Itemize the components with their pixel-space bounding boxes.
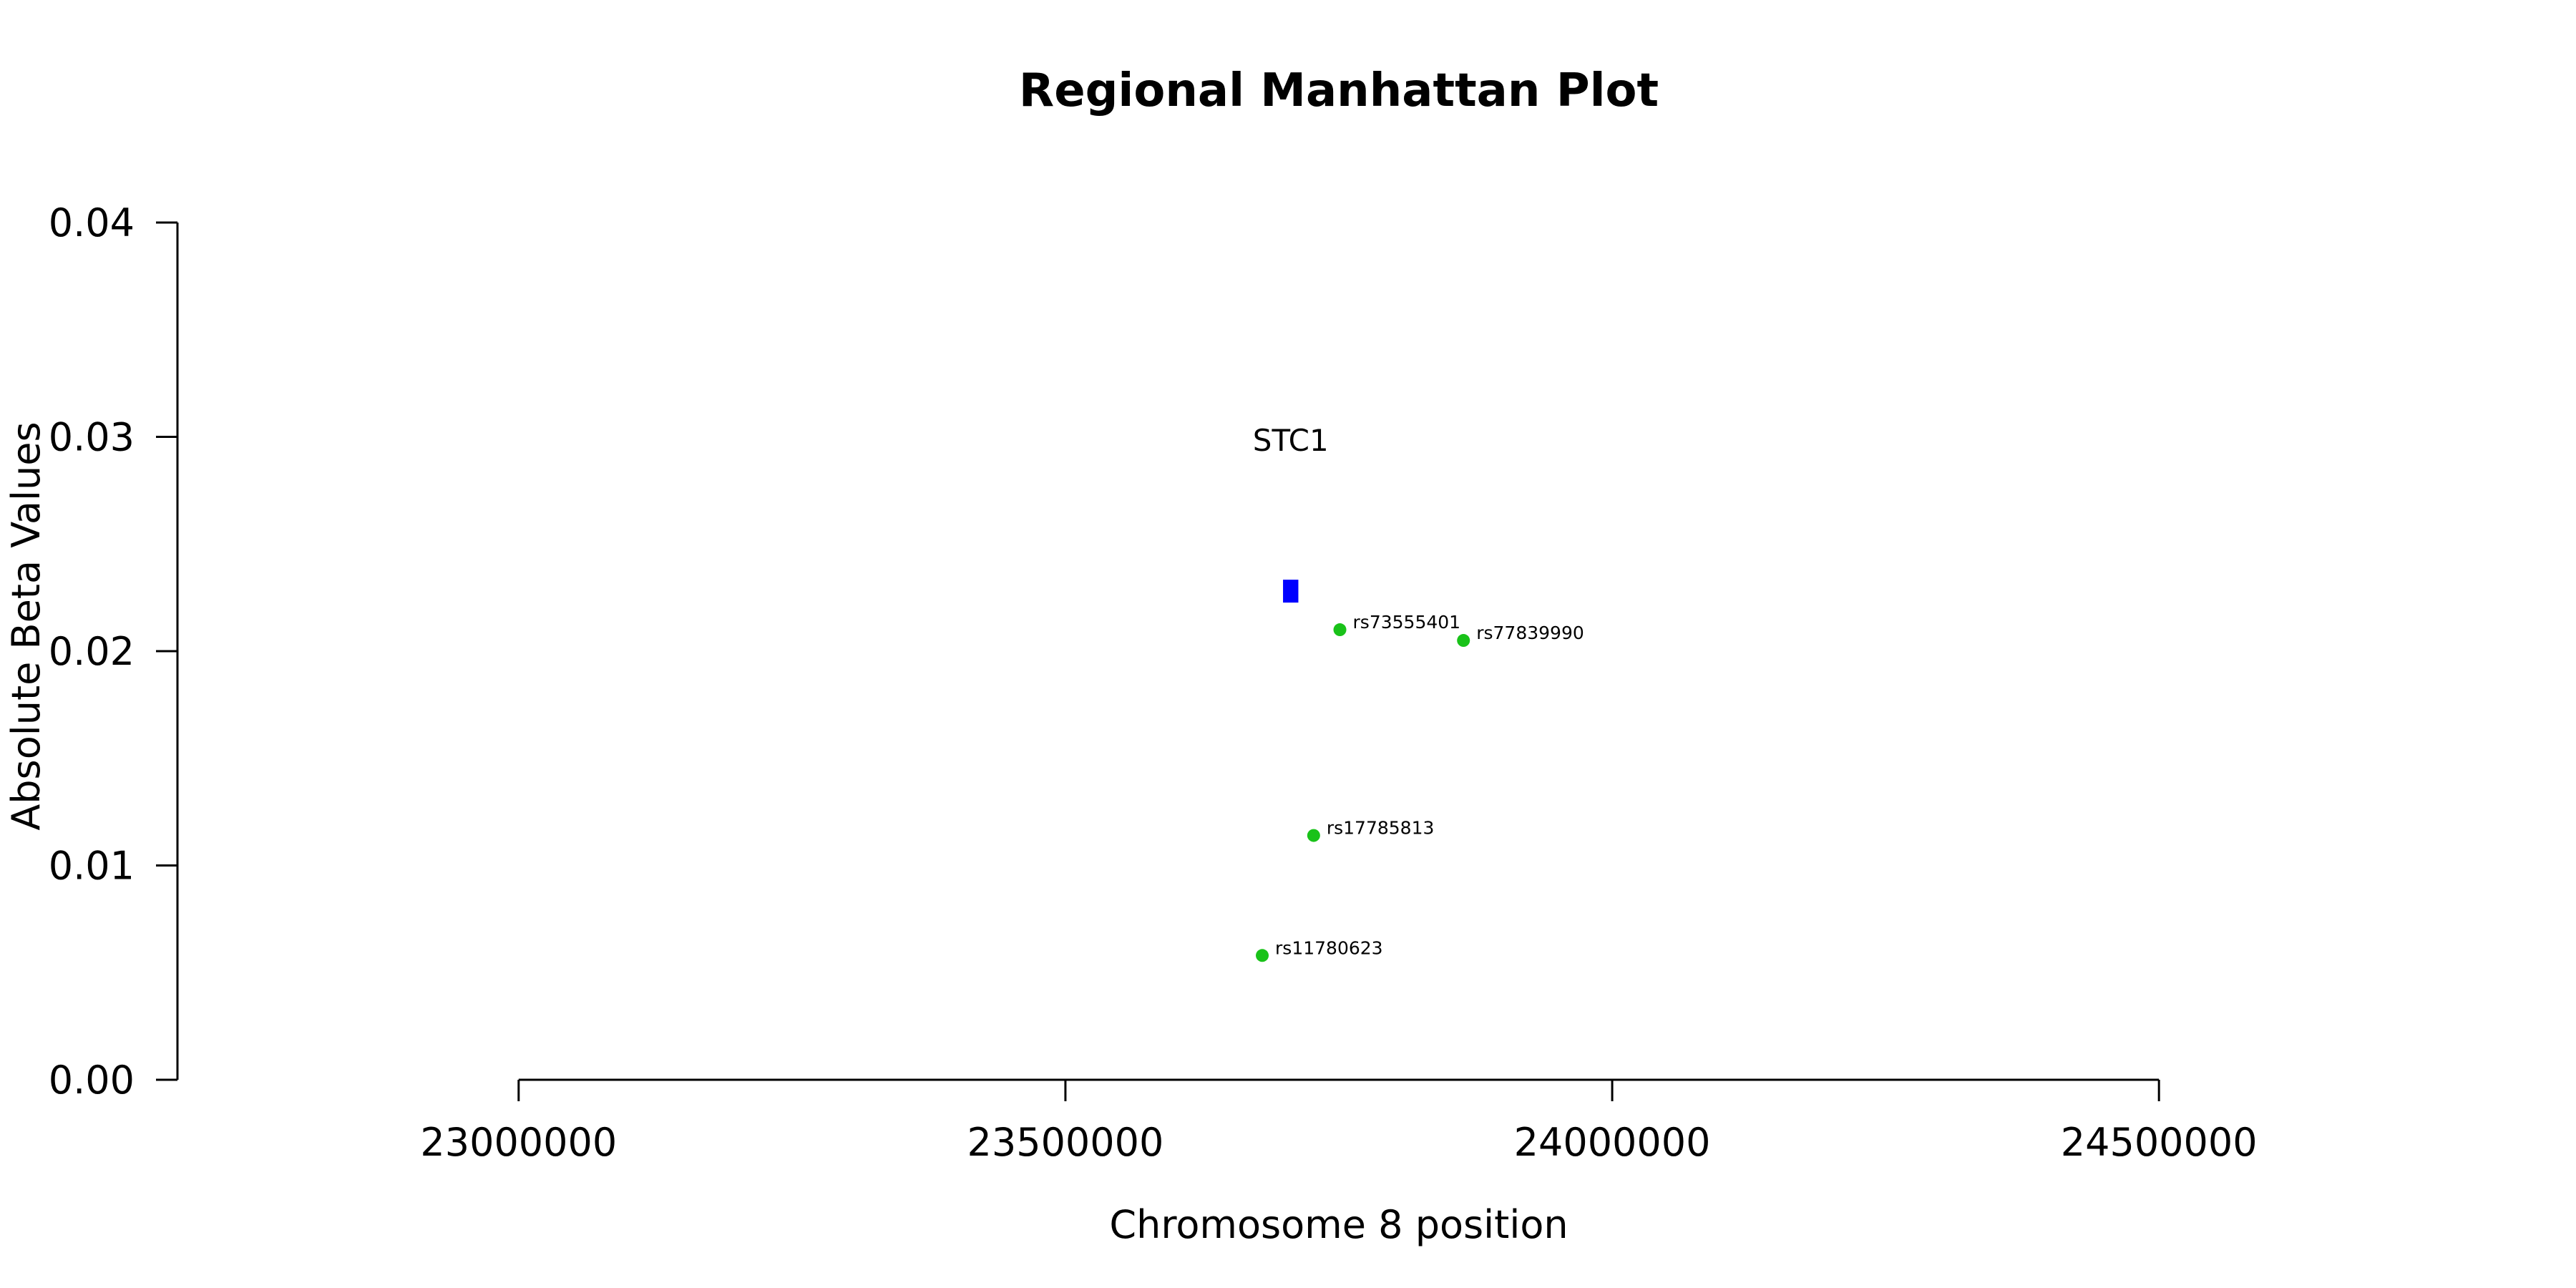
- x-tick-label: 24500000: [2061, 1120, 2258, 1165]
- snp-label: rs77839990: [1476, 623, 1584, 643]
- x-axis: 23000000 23500000 24000000 24500000: [420, 1078, 2258, 1165]
- points-layer: rs73555401 rs77839990 rs17785813 rs11780623: [1256, 612, 1584, 962]
- snp-label: rs11780623: [1275, 937, 1383, 958]
- snp-point: [1333, 623, 1347, 637]
- snp-point: [1256, 949, 1269, 962]
- chart-title: Regional Manhattan Plot: [1019, 64, 1659, 117]
- snp-label: rs17785813: [1327, 818, 1435, 839]
- gene-marker: [1283, 580, 1299, 603]
- y-tick-label: 0.04: [49, 200, 135, 245]
- x-tick-label: 23000000: [420, 1120, 617, 1165]
- y-axis-label: Absolute Beta Values: [4, 421, 49, 830]
- x-tick-label: 24000000: [1514, 1120, 1711, 1165]
- x-tick-label: 23500000: [967, 1120, 1164, 1165]
- y-tick-label: 0.01: [49, 844, 135, 889]
- x-axis-label: Chromosome 8 position: [1109, 1202, 1568, 1247]
- snp-label: rs73555401: [1353, 612, 1461, 633]
- y-tick-label: 0.00: [49, 1058, 135, 1103]
- gene-label: STC1: [1253, 423, 1329, 458]
- gene-layer: STC1: [1253, 423, 1329, 603]
- y-tick-label: 0.03: [49, 415, 135, 460]
- y-axis: 0.00 0.01 0.02 0.03 0.04: [49, 200, 179, 1103]
- y-tick-label: 0.02: [49, 629, 135, 674]
- snp-point: [1307, 829, 1320, 842]
- snp-point: [1457, 634, 1470, 648]
